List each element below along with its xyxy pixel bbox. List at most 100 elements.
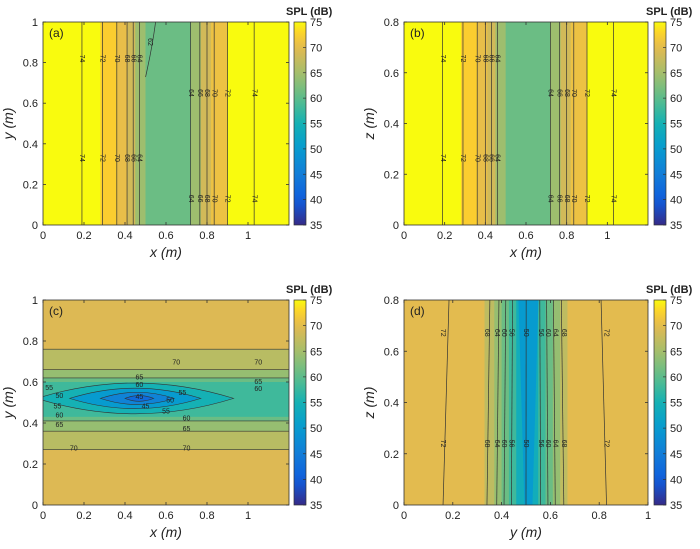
field-band — [227, 22, 289, 225]
contour-label: 65 — [254, 379, 262, 386]
contour-line — [496, 300, 500, 505]
field-band — [516, 300, 527, 505]
colorbar-tick-label: 75 — [670, 295, 682, 307]
contour-label: 64 — [547, 89, 554, 97]
panel-b: 7474727270706868666664646464666668687070… — [361, 6, 693, 260]
contour-label: 64 — [494, 55, 501, 63]
colorbar-tick-label: 65 — [670, 68, 682, 80]
contour-label: 70 — [113, 55, 120, 63]
x-tick-label: 0.2 — [76, 510, 91, 522]
x-tick-label: 1 — [645, 510, 651, 522]
field-band — [190, 22, 202, 225]
colorbar-tick-label: 50 — [670, 144, 682, 156]
field-band — [587, 22, 648, 225]
colorbar-tick-label: 45 — [310, 169, 322, 181]
colorbar-tick-label: 35 — [670, 500, 682, 512]
contour-label: 72 — [583, 89, 590, 97]
x-axis-title: x (m) — [509, 244, 542, 260]
contour-label: 72 — [439, 440, 446, 448]
colorbar-tick-label: 35 — [310, 220, 322, 232]
contour-label: 74 — [250, 195, 257, 203]
panel-a: 7474727270706868666664646264646666686870… — [0, 6, 333, 260]
contour-label: 70 — [473, 55, 480, 63]
colorbar-tick-label: 60 — [670, 93, 682, 105]
colorbar-tick-label: 60 — [310, 93, 322, 105]
field-band — [550, 22, 562, 225]
contour-label: 55 — [53, 403, 61, 410]
field-band — [477, 22, 488, 225]
contour-line — [511, 300, 513, 505]
contour-label: 45 — [142, 403, 150, 410]
colorbar-tick-label: 50 — [310, 144, 322, 156]
y-tick-label: 0.6 — [384, 68, 399, 80]
field-band — [43, 22, 101, 225]
contour-label: 70 — [570, 89, 577, 97]
x-axis-title: x (m) — [149, 244, 182, 260]
y-tick-label: 0 — [393, 500, 399, 512]
contour-label: 72 — [603, 440, 610, 448]
contour-label: 50 — [522, 329, 529, 337]
contour-line — [486, 300, 491, 505]
contour-label: 60 — [183, 416, 191, 423]
x-tick-label: 1 — [245, 230, 251, 242]
contour-label: 72 — [224, 89, 231, 97]
contour-label: 70 — [254, 359, 262, 366]
contour-label: 56 — [537, 329, 544, 337]
contour-label: 56 — [508, 329, 515, 337]
contour-label: 66 — [196, 195, 203, 203]
x-tick-label: 0.6 — [518, 230, 533, 242]
field-min-core — [518, 300, 539, 505]
contour-label: 62 — [146, 38, 153, 46]
contour-label: 64 — [493, 329, 500, 337]
contour-label: 72 — [224, 195, 231, 203]
field-band — [145, 22, 192, 225]
colorbar-tick-label: 65 — [310, 346, 322, 358]
colorbar-tick-label: 40 — [310, 474, 322, 486]
colorbar-tick-label: 35 — [310, 500, 322, 512]
colorbar-tick-label: 45 — [670, 169, 682, 181]
contour-label: 60 — [56, 413, 64, 420]
contour-label: 74 — [439, 55, 446, 63]
contour-label: 68 — [483, 440, 490, 448]
field-band — [508, 300, 517, 505]
colorbar-tick-label: 45 — [310, 449, 322, 461]
panel-label: (d) — [410, 304, 425, 318]
contour-label: 74 — [78, 154, 85, 162]
panel-d: 7272686864646060565650505656606064646868… — [361, 284, 693, 540]
colorbar-tick-label: 40 — [670, 195, 682, 207]
contour-label: 66 — [488, 154, 495, 162]
y-tick-label: 0.8 — [384, 17, 399, 29]
contour-label: 70 — [113, 154, 120, 162]
x-axis-title: x (m) — [149, 524, 182, 540]
x-tick-label: 0.2 — [76, 230, 91, 242]
contour-label: 68 — [483, 329, 490, 337]
y-tick-label: 0 — [32, 220, 38, 232]
contour-label: 72 — [99, 154, 106, 162]
colorbar-title: SPL (dB) — [646, 6, 693, 18]
contour-label: 64 — [547, 195, 554, 203]
x-tick-label: 0.2 — [437, 230, 452, 242]
x-tick-label: 0.8 — [199, 510, 214, 522]
y-tick-label: 1 — [32, 295, 38, 307]
colorbar-tick-label: 60 — [310, 372, 322, 384]
y-tick-label: 0.8 — [23, 336, 38, 348]
contour-label: 60 — [544, 329, 551, 337]
contour-label: 55 — [162, 409, 170, 416]
contour-label: 74 — [439, 154, 446, 162]
panel-label: (c) — [49, 304, 63, 318]
y-tick-label: 0.4 — [384, 119, 399, 131]
contour-label: 64 — [136, 55, 143, 63]
field-band — [484, 300, 495, 505]
y-tick-label: 0.8 — [384, 295, 399, 307]
y-tick-label: 0.2 — [23, 179, 38, 191]
y-tick-label: 0.6 — [23, 98, 38, 110]
contour-label: 70 — [70, 445, 78, 452]
plot-area: 7272686864646060565650505656606064646868… — [404, 300, 648, 505]
contour-label: 50 — [56, 393, 64, 400]
contour-label: 50 — [166, 397, 174, 404]
contour-label: 70 — [210, 195, 217, 203]
